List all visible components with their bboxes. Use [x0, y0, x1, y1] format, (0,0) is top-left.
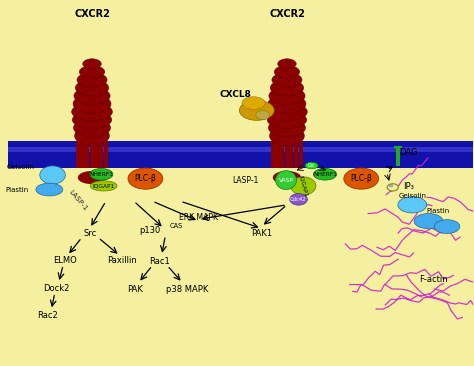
Ellipse shape	[305, 162, 318, 169]
Text: ELMO: ELMO	[53, 256, 77, 265]
Text: NHERF1: NHERF1	[90, 172, 113, 177]
Text: PLC-β: PLC-β	[350, 174, 372, 183]
Ellipse shape	[73, 119, 110, 137]
Ellipse shape	[290, 194, 307, 205]
Ellipse shape	[278, 59, 296, 69]
Ellipse shape	[83, 59, 101, 69]
Ellipse shape	[387, 184, 398, 191]
Text: Src: Src	[83, 229, 96, 238]
Text: Rac1: Rac1	[149, 257, 170, 266]
Bar	[289, 141, 293, 168]
Ellipse shape	[256, 111, 270, 120]
Bar	[271, 141, 275, 168]
Ellipse shape	[90, 181, 117, 191]
Bar	[275, 141, 280, 168]
Ellipse shape	[434, 220, 460, 234]
Ellipse shape	[270, 126, 304, 146]
Text: CXCL8: CXCL8	[220, 90, 252, 98]
Text: p38 MAPK: p38 MAPK	[166, 284, 209, 294]
Text: CXCR2: CXCR2	[269, 9, 305, 19]
Bar	[280, 141, 284, 168]
Ellipse shape	[90, 168, 113, 180]
Ellipse shape	[239, 100, 274, 120]
Bar	[394, 146, 402, 148]
Text: p130: p130	[139, 227, 161, 235]
Ellipse shape	[389, 184, 393, 187]
Ellipse shape	[128, 168, 163, 189]
Bar	[9, 141, 473, 168]
Text: NHERF1: NHERF1	[313, 172, 337, 177]
Text: F-actin: F-actin	[419, 275, 447, 284]
Bar	[104, 141, 108, 168]
Bar	[76, 141, 80, 168]
Ellipse shape	[78, 171, 106, 184]
Ellipse shape	[40, 166, 65, 184]
Text: Plastin: Plastin	[6, 187, 29, 193]
Text: Paxillin: Paxillin	[107, 256, 137, 265]
Ellipse shape	[269, 87, 305, 105]
Text: DAG: DAG	[399, 147, 418, 157]
Bar	[85, 141, 89, 168]
Ellipse shape	[273, 171, 301, 184]
Text: Cdc42: Cdc42	[290, 197, 307, 202]
Bar	[9, 147, 473, 152]
Bar	[81, 141, 84, 168]
Ellipse shape	[77, 72, 107, 87]
Text: IQGAP1: IQGAP1	[92, 183, 115, 188]
Ellipse shape	[270, 80, 304, 96]
Text: ERK MAPK: ERK MAPK	[179, 213, 218, 222]
Bar	[396, 147, 400, 166]
Text: Gelsolin: Gelsolin	[7, 164, 35, 170]
Bar	[99, 141, 103, 168]
Text: IP₃: IP₃	[403, 182, 414, 191]
Ellipse shape	[267, 111, 307, 128]
Ellipse shape	[398, 197, 427, 213]
Ellipse shape	[272, 72, 302, 87]
Ellipse shape	[74, 87, 110, 105]
Ellipse shape	[268, 94, 306, 113]
Text: Gα: Gα	[308, 163, 315, 168]
Text: CAS: CAS	[170, 224, 183, 229]
Bar	[94, 141, 99, 168]
Ellipse shape	[274, 66, 300, 78]
Text: Rac2: Rac2	[37, 311, 58, 320]
Text: Dock2: Dock2	[43, 284, 69, 293]
Ellipse shape	[291, 177, 316, 195]
Text: VASP: VASP	[279, 178, 293, 183]
Text: PAK1: PAK1	[251, 229, 272, 238]
Ellipse shape	[74, 126, 109, 146]
Ellipse shape	[266, 103, 307, 121]
Ellipse shape	[36, 183, 63, 196]
Ellipse shape	[344, 168, 379, 189]
Ellipse shape	[275, 171, 296, 190]
Ellipse shape	[79, 66, 105, 78]
Text: Gelsolin: Gelsolin	[398, 193, 426, 199]
Text: IQGAP1: IQGAP1	[298, 175, 309, 197]
Text: PAK: PAK	[127, 284, 143, 294]
Ellipse shape	[268, 119, 306, 137]
Text: LASP-1: LASP-1	[68, 189, 89, 212]
Ellipse shape	[73, 111, 112, 128]
Bar	[294, 141, 298, 168]
Ellipse shape	[414, 213, 443, 229]
Text: PLC-β: PLC-β	[135, 174, 156, 183]
Bar	[284, 141, 289, 168]
Ellipse shape	[73, 94, 111, 113]
Text: CXCR2: CXCR2	[74, 9, 110, 19]
Ellipse shape	[75, 80, 109, 96]
Text: LASP-1: LASP-1	[233, 176, 259, 184]
Ellipse shape	[242, 97, 265, 109]
Ellipse shape	[313, 168, 337, 180]
Bar	[299, 141, 303, 168]
Text: Plastin: Plastin	[426, 208, 449, 214]
Ellipse shape	[72, 103, 112, 121]
Bar	[90, 141, 94, 168]
